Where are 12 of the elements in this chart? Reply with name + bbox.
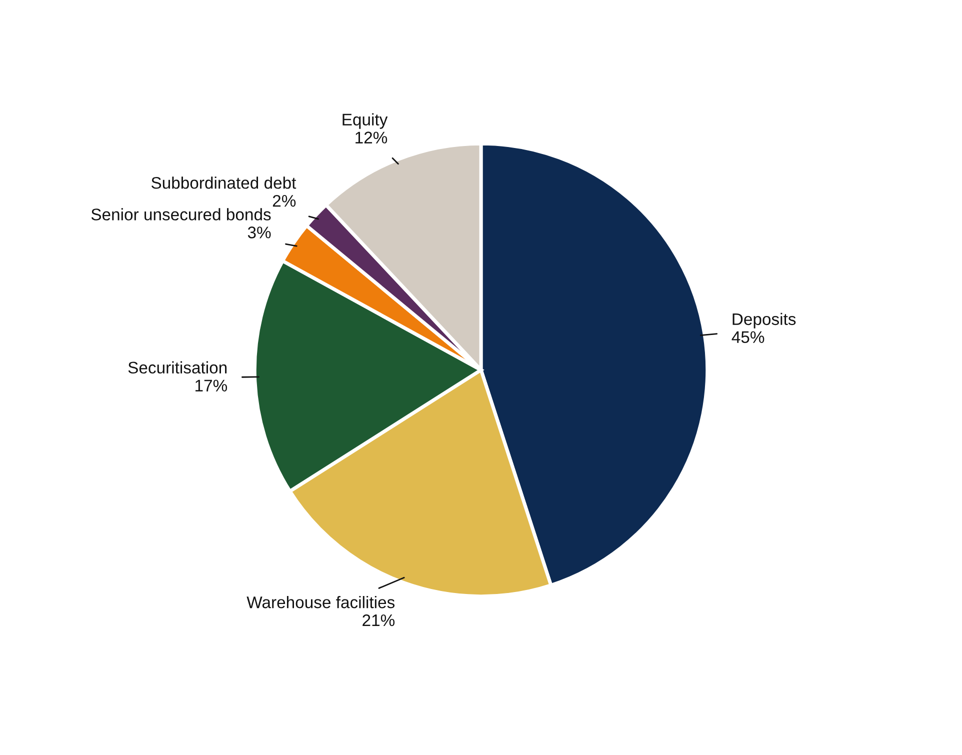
data-label: 45% <box>732 331 764 344</box>
slice-label: Warehouse facilities <box>246 596 395 608</box>
data-label: 12% <box>356 132 388 144</box>
data-label: 2% <box>272 194 296 207</box>
data-label: 17% <box>196 380 228 392</box>
slice-label: Subbordinated debt <box>151 176 296 189</box>
slice-label: Equity <box>342 113 388 129</box>
data-label: 3% <box>248 226 271 238</box>
slice-label: Deposits <box>732 312 796 328</box>
data-label: 21% <box>362 614 395 626</box>
slice-label: Senior unsecured bonds <box>91 208 271 220</box>
slice-label: Securitisation <box>128 361 227 374</box>
